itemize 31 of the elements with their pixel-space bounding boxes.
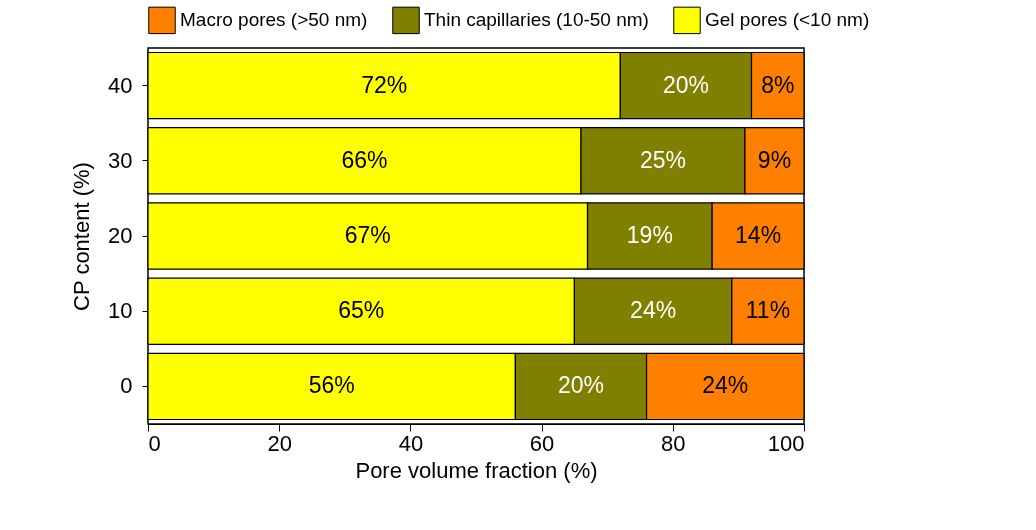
data-label: 20%	[662, 71, 709, 98]
x-tick-label: 60	[529, 430, 555, 456]
data-label: 56%	[308, 372, 355, 399]
data-label: 14%	[735, 222, 782, 248]
x-tick-label: 40	[398, 430, 424, 456]
data-label: 8%	[761, 71, 795, 98]
data-label: 19%	[626, 222, 673, 248]
x-tick-label: 100	[767, 430, 805, 456]
data-label: 65%	[338, 297, 385, 324]
y-tick-label: 30	[108, 147, 133, 173]
x-tick-label: 80	[661, 430, 686, 456]
legend-label: Thin capillaries (10-50 nm)	[424, 9, 649, 31]
y-axis-title: CP content (%)	[69, 162, 95, 311]
data-label: 24%	[630, 297, 677, 324]
data-label: 20%	[557, 372, 604, 399]
legend-label: Gel pores (<10 nm)	[705, 9, 870, 31]
data-label: 11%	[745, 297, 791, 324]
y-tick-label: 0	[120, 373, 133, 399]
x-axis-title: Pore volume fraction (%)	[355, 457, 598, 483]
legend-label: Macro pores (>50 nm)	[180, 9, 368, 31]
x-tick-label: 20	[267, 430, 292, 456]
y-tick-label: 20	[108, 223, 133, 248]
x-tick-label: 0	[148, 430, 161, 456]
data-label: 25%	[639, 146, 686, 173]
data-label: 66%	[341, 146, 388, 173]
data-label: 72%	[361, 71, 408, 98]
data-label: 67%	[344, 222, 391, 248]
data-label: 24%	[702, 372, 749, 399]
data-label: 9%	[757, 146, 792, 173]
y-tick-label: 40	[108, 72, 133, 98]
y-tick-label: 10	[108, 298, 133, 324]
